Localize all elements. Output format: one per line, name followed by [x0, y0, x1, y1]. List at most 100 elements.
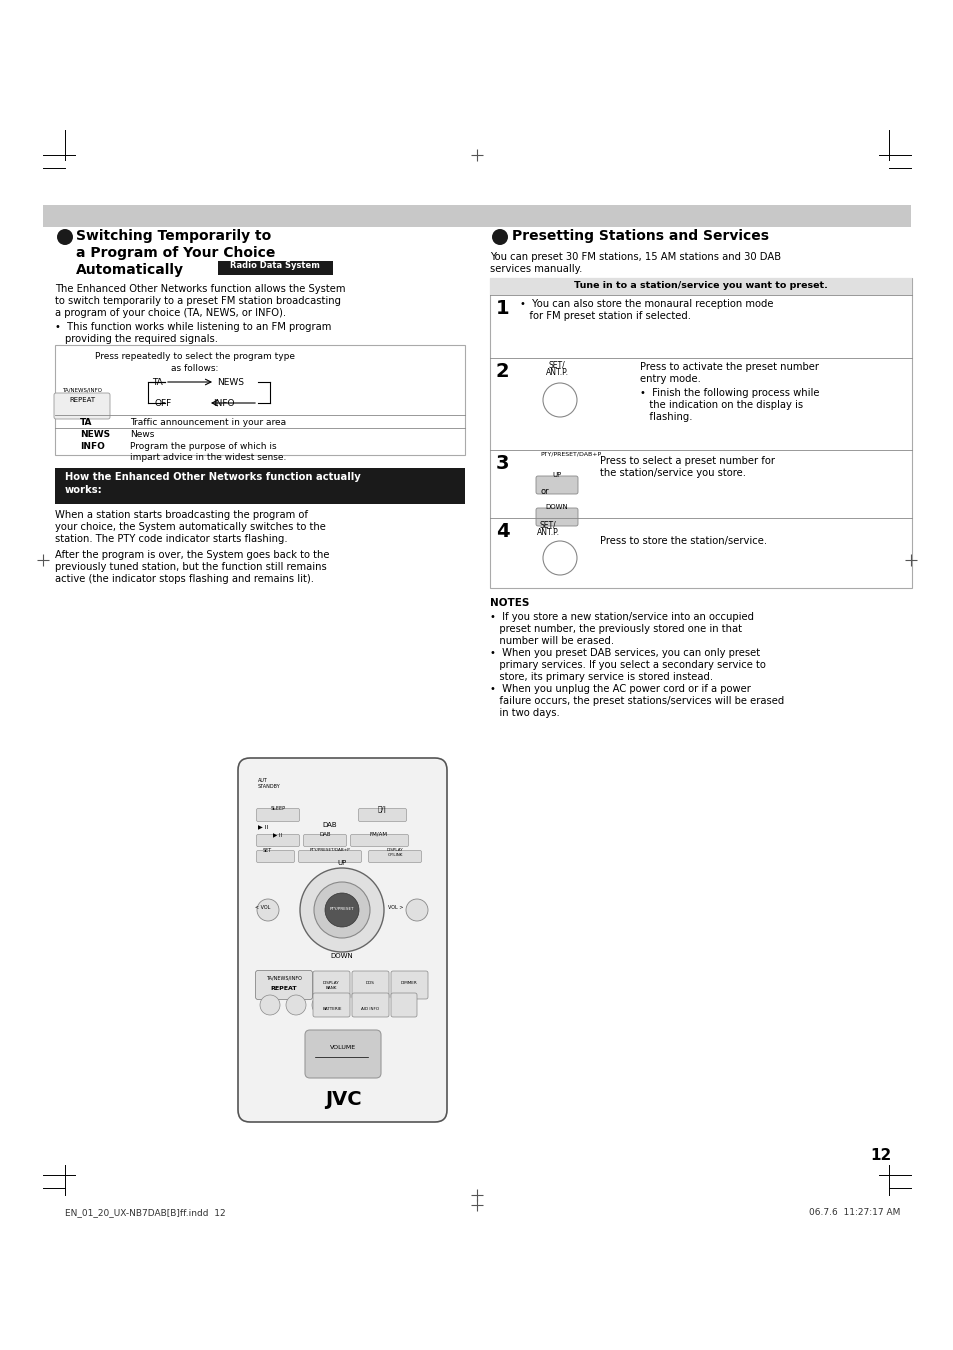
FancyBboxPatch shape — [391, 994, 416, 1017]
Text: TA: TA — [80, 418, 92, 427]
Text: < VOL: < VOL — [254, 904, 270, 910]
Text: NOTES: NOTES — [490, 598, 529, 608]
FancyBboxPatch shape — [305, 1030, 380, 1079]
Text: Radio Data System: Radio Data System — [230, 261, 319, 270]
Circle shape — [314, 882, 370, 938]
Text: your choice, the System automatically switches to the: your choice, the System automatically sw… — [55, 522, 326, 532]
Text: primary services. If you select a secondary service to: primary services. If you select a second… — [490, 660, 765, 670]
Text: the indication on the display is: the indication on the display is — [639, 400, 802, 410]
FancyBboxPatch shape — [298, 850, 361, 863]
Text: preset number, the previously stored one in that: preset number, the previously stored one… — [490, 624, 741, 634]
Circle shape — [406, 899, 428, 921]
Text: DOWN: DOWN — [331, 953, 353, 958]
Bar — [490, 278, 911, 589]
Text: FM/AM: FM/AM — [370, 832, 388, 837]
Text: a Program of Your Choice: a Program of Your Choice — [76, 246, 275, 261]
Text: INFO: INFO — [213, 400, 234, 408]
Text: BATTERIE: BATTERIE — [322, 1007, 341, 1011]
Text: DOWN: DOWN — [545, 504, 568, 510]
Text: REPEAT: REPEAT — [69, 397, 95, 404]
Circle shape — [299, 868, 384, 952]
FancyBboxPatch shape — [256, 809, 299, 822]
Text: VOL >: VOL > — [388, 904, 403, 910]
Text: DISPLAY
OP.LINK: DISPLAY OP.LINK — [386, 848, 403, 857]
Text: DIMMER: DIMMER — [400, 981, 416, 985]
Text: 12: 12 — [869, 1148, 890, 1162]
Text: •  Finish the following process while: • Finish the following process while — [639, 387, 819, 398]
Text: to switch temporarily to a preset FM station broadcasting: to switch temporarily to a preset FM sta… — [55, 296, 340, 306]
Text: VOLUME: VOLUME — [330, 1045, 355, 1050]
FancyBboxPatch shape — [303, 834, 346, 846]
Text: Traffic announcement in your area: Traffic announcement in your area — [130, 418, 286, 427]
Text: flashing.: flashing. — [639, 412, 692, 423]
Text: PTY/PRESET/DAB+P: PTY/PRESET/DAB+P — [539, 452, 600, 458]
FancyBboxPatch shape — [391, 971, 428, 999]
Text: DAB: DAB — [322, 822, 336, 828]
Text: 3: 3 — [496, 454, 509, 472]
Text: Press repeatedly to select the program type: Press repeatedly to select the program t… — [95, 352, 294, 360]
Text: 2: 2 — [496, 362, 509, 381]
Text: AID INFO: AID INFO — [360, 1007, 378, 1011]
Text: After the program is over, the System goes back to the: After the program is over, the System go… — [55, 549, 329, 560]
FancyBboxPatch shape — [54, 393, 110, 418]
Text: active (the indicator stops flashing and remains lit).: active (the indicator stops flashing and… — [55, 574, 314, 585]
Text: impart advice in the widest sense.: impart advice in the widest sense. — [130, 454, 286, 462]
Text: services manually.: services manually. — [490, 265, 581, 274]
Text: Automatically: Automatically — [76, 263, 184, 277]
Circle shape — [325, 892, 358, 927]
Text: SET/: SET/ — [548, 360, 565, 369]
Text: •  If you store a new station/service into an occupied: • If you store a new station/service int… — [490, 612, 753, 622]
Text: providing the required signals.: providing the required signals. — [65, 333, 218, 344]
Text: the station/service you store.: the station/service you store. — [599, 468, 745, 478]
FancyBboxPatch shape — [256, 834, 299, 846]
Text: JVC: JVC — [324, 1089, 361, 1108]
Text: Tune in to a station/service you want to preset.: Tune in to a station/service you want to… — [574, 281, 827, 290]
Circle shape — [542, 383, 577, 417]
Circle shape — [57, 230, 73, 244]
Text: SET/: SET/ — [539, 520, 557, 529]
FancyBboxPatch shape — [256, 850, 294, 863]
Text: REPEAT: REPEAT — [271, 986, 297, 991]
Text: News: News — [130, 431, 154, 439]
Text: ANT.P.: ANT.P. — [537, 528, 559, 537]
Text: DDS: DDS — [365, 981, 374, 985]
Circle shape — [286, 995, 306, 1015]
Text: 1: 1 — [496, 298, 509, 319]
Text: Program the purpose of which is: Program the purpose of which is — [130, 441, 276, 451]
Circle shape — [260, 995, 280, 1015]
FancyBboxPatch shape — [313, 994, 350, 1017]
Bar — [490, 278, 911, 296]
FancyBboxPatch shape — [352, 971, 389, 999]
Text: Presetting Stations and Services: Presetting Stations and Services — [512, 230, 768, 243]
Text: PTY/PRESET: PTY/PRESET — [330, 907, 354, 911]
Text: DAB: DAB — [319, 832, 331, 837]
Text: DISPLAY
BANK: DISPLAY BANK — [322, 981, 339, 990]
Text: INFO: INFO — [80, 441, 105, 451]
Text: SET: SET — [263, 848, 272, 853]
Text: ▶ II: ▶ II — [257, 824, 268, 829]
Text: Press to activate the preset number: Press to activate the preset number — [639, 362, 818, 373]
Text: for FM preset station if selected.: for FM preset station if selected. — [519, 310, 690, 321]
Text: UP: UP — [552, 472, 561, 478]
Circle shape — [492, 230, 507, 244]
Text: TA: TA — [152, 378, 163, 387]
Text: Press to select a preset number for: Press to select a preset number for — [599, 456, 774, 466]
Text: in two days.: in two days. — [490, 707, 559, 718]
Text: OFF: OFF — [154, 400, 172, 408]
Text: •  When you preset DAB services, you can only preset: • When you preset DAB services, you can … — [490, 648, 760, 657]
FancyBboxPatch shape — [536, 508, 578, 526]
Text: UP: UP — [337, 860, 346, 865]
FancyBboxPatch shape — [352, 994, 389, 1017]
Bar — [55, 468, 464, 504]
Text: works:: works: — [65, 485, 103, 495]
Text: Press to store the station/service.: Press to store the station/service. — [599, 536, 766, 545]
Text: failure occurs, the preset stations/services will be erased: failure occurs, the preset stations/serv… — [490, 697, 783, 706]
Circle shape — [542, 541, 577, 575]
Circle shape — [312, 995, 332, 1015]
Text: •  This function works while listening to an FM program: • This function works while listening to… — [55, 323, 331, 332]
FancyBboxPatch shape — [368, 850, 421, 863]
Text: How the Enhanced Other Networks function actually: How the Enhanced Other Networks function… — [65, 472, 360, 482]
Text: ⏻/|: ⏻/| — [377, 806, 386, 813]
FancyBboxPatch shape — [358, 809, 406, 822]
Text: You can preset 30 FM stations, 15 AM stations and 30 DAB: You can preset 30 FM stations, 15 AM sta… — [490, 252, 781, 262]
